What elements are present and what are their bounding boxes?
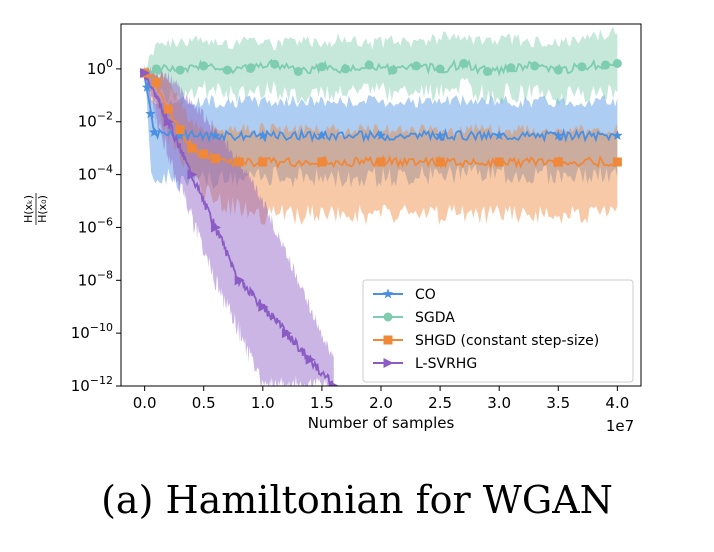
marker-shgd-constant-step-size- [199, 149, 209, 159]
marker-co [141, 81, 153, 92]
x-axis-label: Number of samples [308, 414, 455, 432]
marker-sgda [612, 59, 622, 69]
legend-label: CO [415, 287, 436, 303]
y-tick-label: 10−10 [71, 321, 113, 342]
y-axis-label-numerator: H(xₖ) [22, 195, 35, 223]
marker-sgda [175, 65, 185, 75]
x-axis-ticks: 0.0 0.5 1.0 1.5 2.0 2.5 3.0 3.5 4.0 [133, 386, 629, 412]
marker-co [210, 130, 221, 140]
legend-marker [383, 312, 393, 322]
figure-caption: (a) Hamiltonian for WGAN [101, 478, 613, 522]
marker-shgd-constant-step-size- [435, 157, 445, 167]
y-axis-ticks: 100 10−2 10−4 10−6 10−8 10−10 10−12 [71, 57, 121, 395]
line-l-svrhg [143, 76, 334, 386]
x-tick-label: 2.0 [369, 394, 393, 412]
legend-marker [382, 288, 394, 299]
marker-l-svrhg [258, 301, 269, 312]
x-tick-label: 4.0 [605, 394, 629, 412]
marker-shgd-constant-step-size- [317, 157, 327, 167]
marker-co [612, 130, 623, 140]
y-tick-label: 10−12 [71, 374, 113, 395]
marker-l-svrhg [281, 328, 292, 339]
marker-co [434, 130, 446, 140]
marker-l-svrhg [140, 67, 151, 78]
marker-shgd-constant-step-size- [612, 157, 622, 167]
marker-l-svrhg [305, 354, 316, 365]
marker-sgda [482, 66, 492, 76]
y-tick-label: 10−2 [78, 110, 113, 131]
marker-sgda [435, 64, 445, 74]
band-shgd-constant-step-size- [144, 63, 618, 226]
marker-sgda [577, 62, 587, 72]
marker-sgda [270, 59, 280, 69]
marker-shgd-constant-step-size- [151, 78, 161, 88]
marker-shgd-constant-step-size- [211, 154, 221, 164]
marker-sgda [364, 60, 374, 70]
x-tick-label: 2.5 [428, 394, 452, 412]
marker-shgd-constant-step-size- [494, 157, 504, 167]
marker-sgda [222, 65, 232, 75]
y-tick-label: 10−6 [78, 215, 113, 236]
marker-sgda [601, 60, 611, 70]
wgan-hamiltonian-chart: 0.0 0.5 1.0 1.5 2.0 2.5 3.0 3.5 4.0 10010−210−41… [22, 23, 642, 435]
marker-sgda [506, 63, 516, 73]
marker-co [316, 130, 328, 140]
legend: CO SGDA SHGD (constant step-size) L-SVRHG [362, 279, 634, 383]
marker-shgd-constant-step-size- [175, 125, 185, 135]
legend-label: SGDA [415, 310, 455, 326]
marker-co [148, 126, 160, 137]
x-tick-label: 3.5 [546, 394, 570, 412]
y-tick-label: 10−8 [78, 268, 113, 289]
marker-l-svrhg [234, 275, 245, 286]
x-tick-label: 0.0 [133, 394, 157, 412]
marker-co [257, 130, 268, 140]
marker-co [145, 108, 156, 119]
legend-marker [383, 358, 394, 368]
x-tick-label: 3.0 [487, 394, 511, 412]
marker-sgda [388, 65, 398, 75]
marker-sgda [459, 59, 469, 69]
marker-sgda [317, 62, 327, 72]
marker-l-svrhg [163, 116, 174, 127]
legend-marker [383, 335, 393, 345]
marker-sgda [341, 64, 351, 74]
x-tick-label: 0.5 [192, 394, 216, 412]
marker-l-svrhg [329, 381, 340, 386]
marker-shgd-constant-step-size- [376, 157, 386, 167]
marker-sgda [411, 61, 421, 71]
series-markers [139, 59, 623, 386]
marker-co [494, 130, 505, 140]
x-tick-label: 1.0 [251, 394, 275, 412]
marker-l-svrhg [187, 169, 198, 180]
marker-co [553, 130, 564, 140]
marker-sgda [246, 63, 256, 73]
marker-shgd-constant-step-size- [553, 157, 563, 167]
marker-l-svrhg [211, 222, 222, 233]
marker-shgd-constant-step-size- [234, 157, 244, 167]
legend-label: SHGD (constant step-size) [415, 333, 599, 349]
x-axis-offset-text: 1e7 [606, 417, 634, 435]
marker-sgda [293, 66, 303, 76]
y-tick-label: 10−4 [78, 163, 113, 184]
marker-co [174, 130, 186, 140]
y-axis-label-denominator: H(x₀) [36, 195, 49, 223]
marker-sgda [199, 61, 209, 71]
marker-sgda [530, 61, 540, 71]
band-sgda [144, 26, 618, 106]
y-tick-label: 100 [87, 57, 113, 78]
y-axis-label: H(xₖ) H(x₀) [22, 193, 49, 225]
legend-label: L-SVRHG [415, 356, 477, 372]
marker-sgda [553, 65, 563, 75]
marker-sgda [151, 64, 161, 74]
legend-box [362, 279, 634, 383]
marker-shgd-constant-step-size- [258, 157, 268, 167]
x-tick-label: 1.5 [310, 394, 334, 412]
marker-co [375, 130, 387, 140]
marker-shgd-constant-step-size- [163, 104, 173, 114]
marker-shgd-constant-step-size- [187, 143, 197, 153]
